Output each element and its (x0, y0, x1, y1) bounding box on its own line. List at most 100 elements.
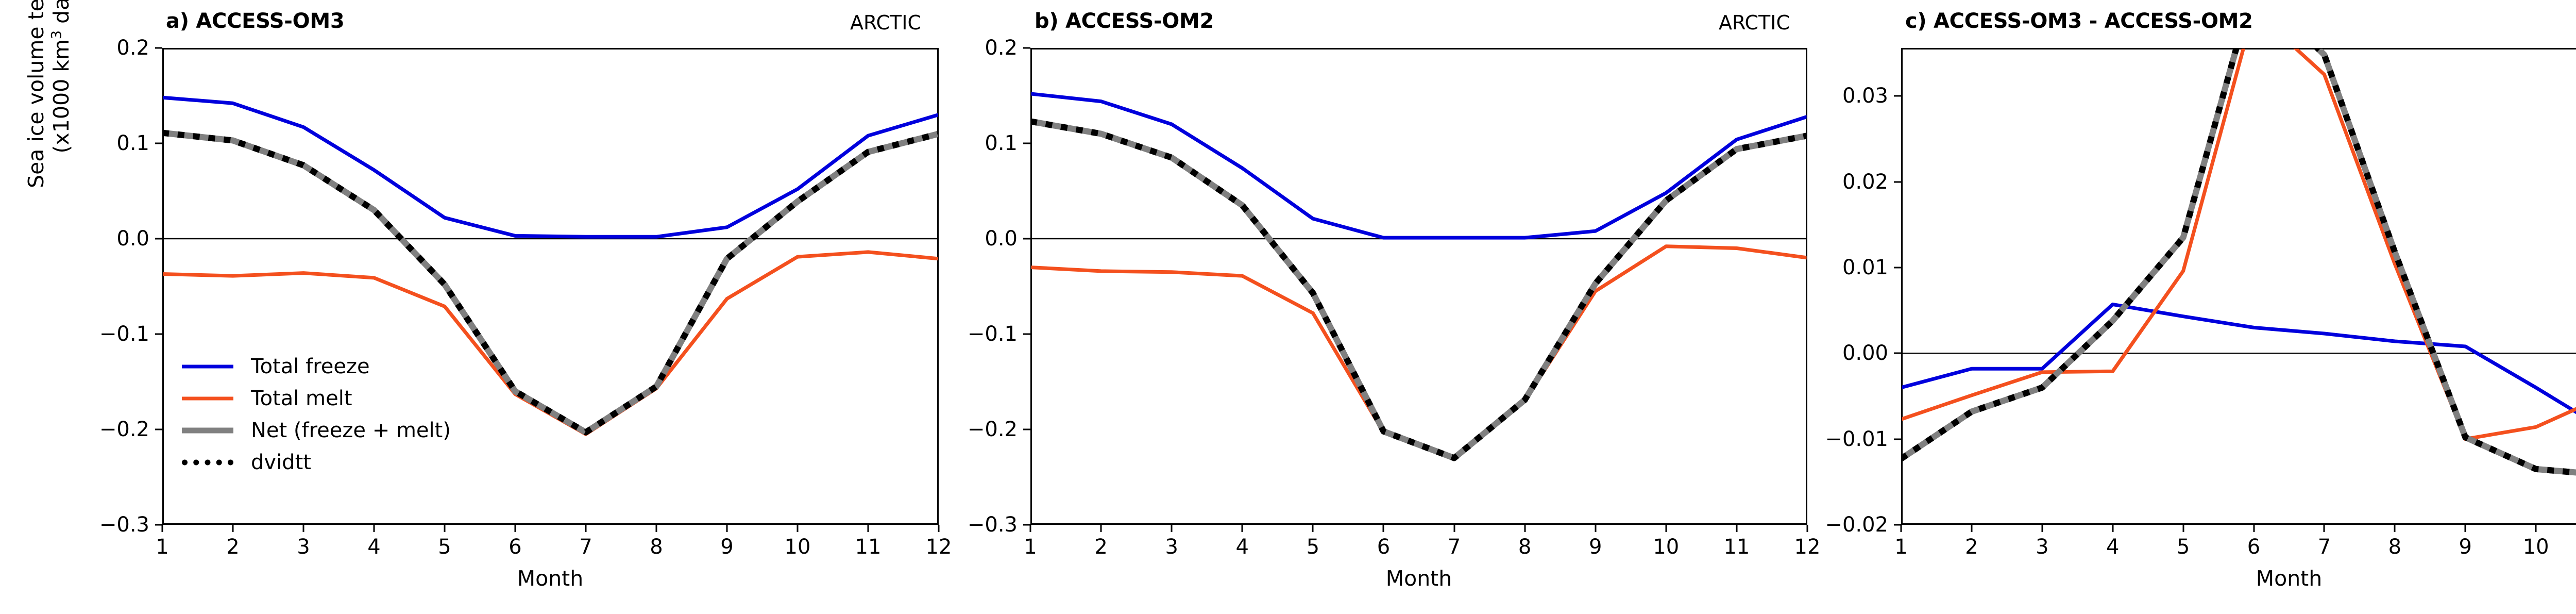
x-tick-label: 7 (1447, 535, 1461, 559)
panel-a-title: a) ACCESS-OM3 (166, 9, 345, 33)
x-tick-mark (1524, 525, 1526, 532)
x-tick-label: 2 (1094, 535, 1108, 559)
x-tick-label: 10 (2522, 535, 2549, 559)
x-tick-label: 7 (2317, 535, 2331, 559)
series-line-total-freeze (1902, 302, 2576, 414)
panel-b-region-label: ARCTIC (1719, 11, 1790, 34)
panel-a: a) ACCESS-OM3 ARCTIC 0.2 0.1 0.0 −0.1 −0.2 −0… (0, 0, 963, 614)
x-tick-mark (1171, 525, 1173, 532)
legend-line-sample (182, 459, 233, 466)
y-tick-label: −0.2 (99, 418, 149, 441)
y-tick-label: 0.2 (985, 36, 1018, 60)
x-tick-mark (2253, 525, 2255, 532)
legend-line-sample (182, 427, 233, 434)
panel-c-x-axis-title: Month (2256, 566, 2323, 591)
x-tick-label: 3 (297, 535, 310, 559)
panel-c-plot-frame (1901, 48, 2576, 525)
panel-a-x-axis-title: Month (517, 566, 584, 591)
y-tick-mark (1023, 47, 1030, 49)
x-tick-label: 2 (226, 535, 240, 559)
x-tick-label: 6 (1377, 535, 1391, 559)
x-tick-label: 9 (2459, 535, 2472, 559)
y-tick-mark (1894, 95, 1901, 97)
x-tick-mark (1453, 525, 1455, 532)
series-line-total-freeze (1031, 92, 1807, 240)
legend-swatch-net-freeze-melt (178, 414, 238, 446)
legend-item[interactable]: Net (freeze + melt) (178, 414, 451, 446)
legend-label: Total melt (251, 387, 352, 410)
y-tick-mark (1894, 352, 1901, 354)
y-tick-label: 0.02 (1842, 170, 1888, 194)
legend-item[interactable]: Total freeze (178, 351, 451, 383)
x-tick-label: 1 (1024, 535, 1037, 559)
x-tick-label: 3 (1165, 535, 1178, 559)
x-tick-label: 5 (438, 535, 451, 559)
legend-label: Net (freeze + melt) (251, 419, 451, 442)
series-line-dvidtt (1902, 48, 2576, 476)
series-line-net-freeze-melt (1031, 118, 1807, 461)
panel-c-title: c) ACCESS-OM3 - ACCESS-OM2 (1905, 9, 2253, 33)
legend-swatch-total-freeze (178, 351, 238, 383)
y-tick-mark (1023, 428, 1030, 430)
x-tick-mark (2041, 525, 2043, 532)
legend-line-sample (182, 364, 233, 369)
y-tick-label: 0.0 (116, 227, 149, 251)
x-tick-label: 10 (784, 535, 811, 559)
y-tick-label: −0.1 (967, 322, 1018, 346)
legend-item[interactable]: Total melt (178, 383, 451, 414)
y-tick-label: −0.02 (1825, 513, 1888, 537)
x-tick-label: 11 (1723, 535, 1750, 559)
y-tick-label: 0.00 (1842, 341, 1888, 366)
y-tick-label: 0.03 (1842, 84, 1888, 108)
x-tick-mark (373, 525, 375, 532)
y-tick-mark (155, 428, 162, 430)
y-tick-mark (1894, 524, 1901, 526)
x-tick-label: 9 (1588, 535, 1602, 559)
y-tick-label: 0.0 (985, 227, 1018, 251)
x-tick-mark (1736, 525, 1738, 532)
y-tick-mark (1023, 238, 1030, 240)
y-tick-label: 0.2 (116, 36, 149, 60)
x-tick-mark (867, 525, 869, 532)
y-tick-label: 0.01 (1842, 255, 1888, 279)
panel-b-title: b) ACCESS-OM2 (1035, 9, 1214, 33)
x-tick-mark (2323, 525, 2325, 532)
x-tick-label: 1 (156, 535, 169, 559)
x-tick-mark (2394, 525, 2396, 532)
y-tick-mark (155, 524, 162, 526)
x-tick-mark (2464, 525, 2466, 532)
x-tick-mark (938, 525, 940, 532)
x-tick-label: 12 (925, 535, 952, 559)
y-tick-mark (1023, 142, 1030, 144)
x-tick-label: 5 (2176, 535, 2190, 559)
legend-swatch-total-melt (178, 383, 238, 414)
x-tick-mark (2112, 525, 2114, 532)
x-tick-label: 9 (720, 535, 734, 559)
x-tick-label: 6 (509, 535, 522, 559)
x-tick-mark (514, 525, 516, 532)
x-tick-mark (1665, 525, 1667, 532)
x-tick-mark (1806, 525, 1808, 532)
x-tick-mark (1312, 525, 1314, 532)
x-tick-label: 10 (1653, 535, 1680, 559)
y-tick-mark (155, 142, 162, 144)
x-tick-mark (1241, 525, 1243, 532)
x-tick-mark (1382, 525, 1384, 532)
x-tick-mark (161, 525, 163, 532)
legend-item[interactable]: dvidtt (178, 446, 451, 478)
y-tick-mark (1023, 524, 1030, 526)
y-tick-mark (1023, 333, 1030, 335)
y-tick-label: 0.1 (985, 131, 1018, 155)
y-tick-mark (1894, 438, 1901, 440)
series-line-dvidtt (163, 129, 938, 436)
x-tick-mark (2182, 525, 2184, 532)
x-tick-mark (1100, 525, 1102, 532)
x-tick-label: 2 (1965, 535, 1978, 559)
y-tick-mark (155, 238, 162, 240)
x-tick-mark (302, 525, 304, 532)
y-tick-label: −0.2 (967, 418, 1018, 441)
x-tick-mark (726, 525, 728, 532)
